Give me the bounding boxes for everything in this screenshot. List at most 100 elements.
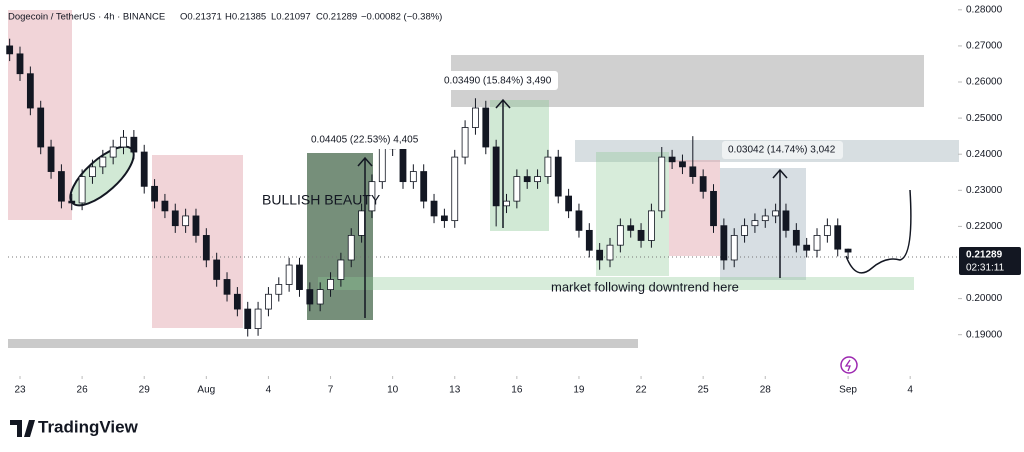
zone [152,155,243,328]
candle-body [482,107,490,148]
candle-body [430,200,438,217]
candle-body [420,171,428,202]
zone [490,100,549,231]
candle-body [534,176,541,183]
candle-body [658,156,666,212]
ohlc: H0.21385 [225,12,266,23]
candle-body [296,264,303,290]
measure-label: 0.04405 (22.53%) 4,405 [311,135,419,146]
candle-body [596,249,604,261]
measure-box [304,131,424,149]
candle-body [472,107,479,128]
candle-body [213,259,221,280]
candle-body [523,176,531,183]
ohlc: C0.21289 [316,12,357,23]
candle-body [151,185,158,202]
candle-body [78,176,86,204]
measure-box [722,141,843,159]
last-price: 0.21289 [966,250,1003,261]
x-tick-label: 4 [907,385,913,396]
candle-body [368,181,376,212]
candle-body [109,146,117,158]
candle-body [648,210,655,241]
icon [844,359,851,372]
candle-body [89,166,96,177]
candle-body [792,229,800,246]
annotation: BULLISH BEAUTY [262,192,381,208]
x-tick-label: 25 [698,385,710,396]
y-tick-label: 0.25000 [966,113,1003,124]
candle-body [730,235,738,261]
candle-body [120,136,127,148]
candle-body [689,166,697,177]
candle-body [233,293,241,310]
candle-body [503,200,510,207]
x-tick-label: 28 [760,385,772,396]
x-tick-label: 13 [449,385,461,396]
candle-body [513,176,521,202]
candle-body [26,73,34,109]
symbol: Dogecoin / TetherUS · 4h · BINANCE [8,12,165,23]
measure-label: 0.03042 (14.74%) 3,042 [728,145,836,156]
logo [10,420,35,437]
price-tag [959,247,1021,275]
x-tick-label: 16 [511,385,523,396]
candle-body [751,220,759,227]
y-tick-label: 0.20000 [966,293,1003,304]
x-tick-label: 7 [328,385,334,396]
zone [720,168,806,280]
candle-body [440,215,448,222]
candle-body [710,190,717,227]
y-tick-label: 0.19000 [966,329,1003,340]
candle-body [358,210,365,236]
ohlc: L0.21097 [271,12,311,23]
candle-body [130,136,138,153]
candle-body [223,279,231,295]
candle-body [627,225,635,231]
candle-body [285,264,293,285]
candle-body [182,215,190,227]
candle-body [575,210,583,231]
candle-body [803,244,811,251]
x-tick-label: 4 [266,385,272,396]
candle-body [37,107,45,148]
candle-body [171,210,179,227]
candle-body [140,151,148,187]
candle-body [565,195,573,212]
arrows [357,98,912,318]
candle-body [699,176,707,192]
measure-label: 0.03490 (15.84%) 3,490 [444,76,552,87]
annotation: market following downtrend here [551,279,739,294]
x-tick-label: Aug [197,385,215,396]
candle-body [823,225,831,236]
candle-body [844,248,852,253]
y-tick-label: 0.23000 [966,185,1003,196]
candle-body [544,156,552,177]
candle-body [782,210,790,231]
candle-body [47,146,55,172]
candle-body [327,279,334,290]
y-tick-label: 0.27000 [966,41,1003,52]
candle-body [347,235,355,261]
zone [8,339,638,348]
candle-body [306,289,314,305]
y-tick-label: 0.24000 [966,149,1003,160]
ohlc: O0.21371 [180,12,222,23]
candle-body [554,156,562,197]
ohlc-change: −0.00082 (−0.38%) [361,12,442,23]
candle-body [202,235,210,261]
x-tick-label: 29 [139,385,151,396]
x-tick-label: 26 [77,385,89,396]
candle-body [492,146,500,207]
candle-body [585,229,593,251]
candle-body [616,225,624,246]
candle-body [813,235,821,251]
candle-body [58,171,65,202]
zone [318,277,914,290]
x-tick-label: 19 [573,385,585,396]
candle-body [337,259,345,280]
candle-body [461,127,469,158]
header: Dogecoin / TetherUS · 4h · BINANCE O0.21… [8,12,442,23]
candle-body [6,45,14,55]
